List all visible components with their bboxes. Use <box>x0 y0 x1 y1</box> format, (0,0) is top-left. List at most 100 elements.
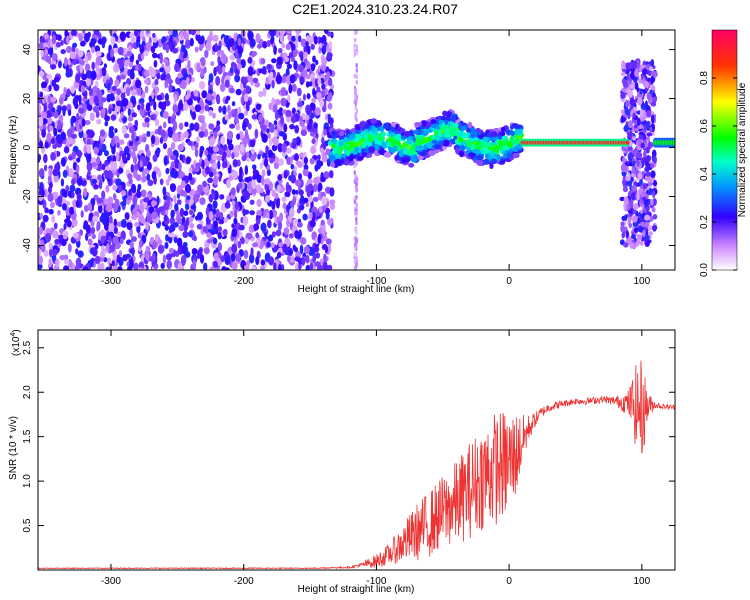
spectrogram-cell <box>359 121 365 129</box>
spectrogram-cell <box>246 151 250 158</box>
spectrogram-cell <box>620 92 626 99</box>
spectrogram-cell <box>629 242 634 249</box>
spectrogram-cell <box>355 50 359 56</box>
spectrogram-cell <box>291 35 296 42</box>
spectrogram-cell <box>419 151 428 157</box>
spectrogram-cell <box>222 161 228 168</box>
spectrogram-cell <box>422 136 430 144</box>
spectrogram-cell <box>244 110 248 116</box>
spectrogram-cell <box>160 102 167 111</box>
spectrogram-cell <box>621 87 627 93</box>
spectrogram-cell <box>135 63 139 72</box>
spectrogram-cell <box>317 154 321 161</box>
spectrogram-cell <box>219 194 225 200</box>
spectrogram-cell <box>262 87 267 97</box>
spectrogram-cell <box>204 49 209 59</box>
spectrogram-cell <box>248 253 255 264</box>
spectrogram-cell <box>42 42 49 48</box>
spectrogram-cell <box>120 190 127 197</box>
spectrogram-cell <box>60 48 66 55</box>
spectrogram-cell <box>108 223 115 232</box>
spectrogram-cell <box>264 231 268 238</box>
spectrogram-cell <box>511 152 520 159</box>
spectrogram-cell <box>201 121 207 130</box>
spectrogram-cell <box>373 136 379 142</box>
spectrogram-cell <box>354 45 357 51</box>
spectrogram-cell <box>118 250 123 258</box>
spectrogram-cell <box>128 178 133 185</box>
spectrogram-cell <box>146 130 151 138</box>
spectrogram-cell <box>381 141 387 148</box>
spectrogram-cell <box>107 196 114 205</box>
spectrogram-cell <box>414 145 423 152</box>
spectrogram-cell <box>260 69 267 75</box>
spectrogram-cell <box>40 188 45 197</box>
spectrogram-cell <box>203 262 208 270</box>
spectrogram-cell <box>278 130 286 137</box>
spectrogram-cell <box>260 58 266 65</box>
spectrogram-cell <box>388 132 396 137</box>
spectrogram-cell <box>64 218 71 224</box>
spectrogram-cell <box>275 30 280 38</box>
spectrogram-cell <box>276 216 280 224</box>
spectrogram-cell <box>403 146 408 154</box>
spectrogram-cell <box>291 107 296 115</box>
spectrogram-cell <box>650 163 655 169</box>
spectrogram-cells <box>38 30 675 270</box>
spectrogram-cell <box>82 266 89 270</box>
spectrogram-cell <box>629 98 636 106</box>
spectrogram-cell <box>70 133 78 139</box>
spectrogram-cell <box>349 134 356 140</box>
spectrogram-cell <box>48 242 53 252</box>
spectrogram-cell <box>415 122 423 127</box>
spectrogram-cell <box>303 156 308 165</box>
spectrogram-cell <box>199 254 205 264</box>
spectrogram-cell <box>63 222 67 230</box>
spectrogram-cell <box>312 177 320 185</box>
spectrogram-cell <box>316 159 322 170</box>
spectrogram-cell <box>321 244 328 251</box>
spectrogram-cell <box>408 132 414 138</box>
spectrogram-cell <box>355 210 358 216</box>
spectrogram-cell <box>231 152 235 160</box>
spectrogram-cell <box>108 107 112 115</box>
spectrogram-cell <box>58 105 62 113</box>
spectrogram-cell <box>247 66 254 77</box>
spectrogram-cell <box>120 218 127 228</box>
spectrogram-cell <box>80 40 86 47</box>
spectrogram-cell <box>328 40 333 49</box>
spectrogram-cell <box>271 231 276 238</box>
spectrogram-cell <box>421 131 429 136</box>
spectrogram-cell <box>417 155 423 160</box>
spectrogram-cell <box>65 35 70 45</box>
spectrogram-cell <box>368 146 375 153</box>
spectrogram-cell <box>637 172 643 180</box>
spectrogram-cell <box>295 160 301 166</box>
spectrogram-cell <box>460 126 467 131</box>
spectrogram-cell <box>154 86 160 93</box>
spectrogram-cell <box>265 77 269 86</box>
spectrogram-cell <box>98 142 103 150</box>
spectrogram-cell <box>220 255 226 263</box>
spectrogram-cell <box>110 48 115 58</box>
spectrogram-cell <box>417 129 422 135</box>
spectrogram-cell <box>99 129 106 137</box>
spectrogram-cell <box>313 35 318 45</box>
spectrogram-cell <box>276 184 282 193</box>
colorbar-tick-label: 0.0 <box>699 263 710 277</box>
spectrogram-cell <box>75 164 80 174</box>
spectrogram-cell <box>44 48 49 56</box>
spectrogram-cell <box>261 176 265 186</box>
spectrogram-cell <box>647 141 654 148</box>
spectrogram-cell <box>145 245 151 253</box>
spectrogram-cell <box>261 124 268 132</box>
spectrogram-cell <box>265 145 269 155</box>
spectrogram-cell <box>200 114 205 122</box>
spectrogram-cell <box>83 187 88 198</box>
spectrogram-cell <box>114 105 121 113</box>
spectrogram-cell <box>646 132 653 137</box>
spectrogram-cell <box>235 88 242 96</box>
spectrogram-cell <box>281 142 287 153</box>
spectrogram-cell <box>645 171 651 177</box>
spectrogram-cell <box>622 179 627 186</box>
